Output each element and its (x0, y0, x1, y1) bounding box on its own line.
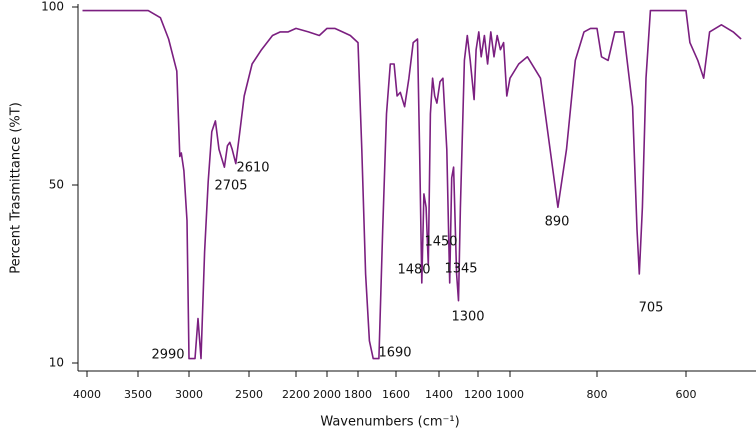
x-axis-title: Wavenumbers (cm⁻¹) (320, 415, 459, 430)
spectrum-line (82, 9, 742, 360)
peak-label: 1690 (378, 346, 411, 361)
peak-label: 2990 (151, 348, 184, 363)
x-tick-label: 800 (587, 388, 608, 401)
peak-label: 705 (639, 301, 664, 316)
x-tick-label: 2500 (235, 388, 263, 401)
x-tick-label: 1800 (344, 388, 372, 401)
x-tick-label: 1400 (425, 388, 453, 401)
peak-label: 1300 (451, 310, 484, 325)
peak-label: 2610 (236, 161, 269, 176)
x-tick-label: 4000 (73, 388, 101, 401)
peak-label: 1450 (424, 235, 457, 250)
y-tick-label: 100 (41, 0, 64, 14)
peak-label: 890 (545, 215, 570, 230)
peak-label: 2705 (214, 179, 247, 194)
y-axis-title: Percent Trasmittance (%T) (9, 102, 24, 274)
x-tick-label: 1000 (496, 388, 524, 401)
x-tick-label: 600 (676, 388, 697, 401)
y-tick-label: 50 (49, 178, 64, 192)
x-tick-label: 1200 (464, 388, 492, 401)
x-tick-label: 2000 (313, 388, 341, 401)
x-tick-label: 1600 (382, 388, 410, 401)
x-tick-label: 3500 (124, 388, 152, 401)
x-tick-label: 2200 (282, 388, 310, 401)
x-tick-label: 3000 (175, 388, 203, 401)
peak-label: 1480 (397, 263, 430, 278)
peak-label: 1345 (444, 262, 477, 277)
y-tick-label: 10 (49, 356, 64, 370)
